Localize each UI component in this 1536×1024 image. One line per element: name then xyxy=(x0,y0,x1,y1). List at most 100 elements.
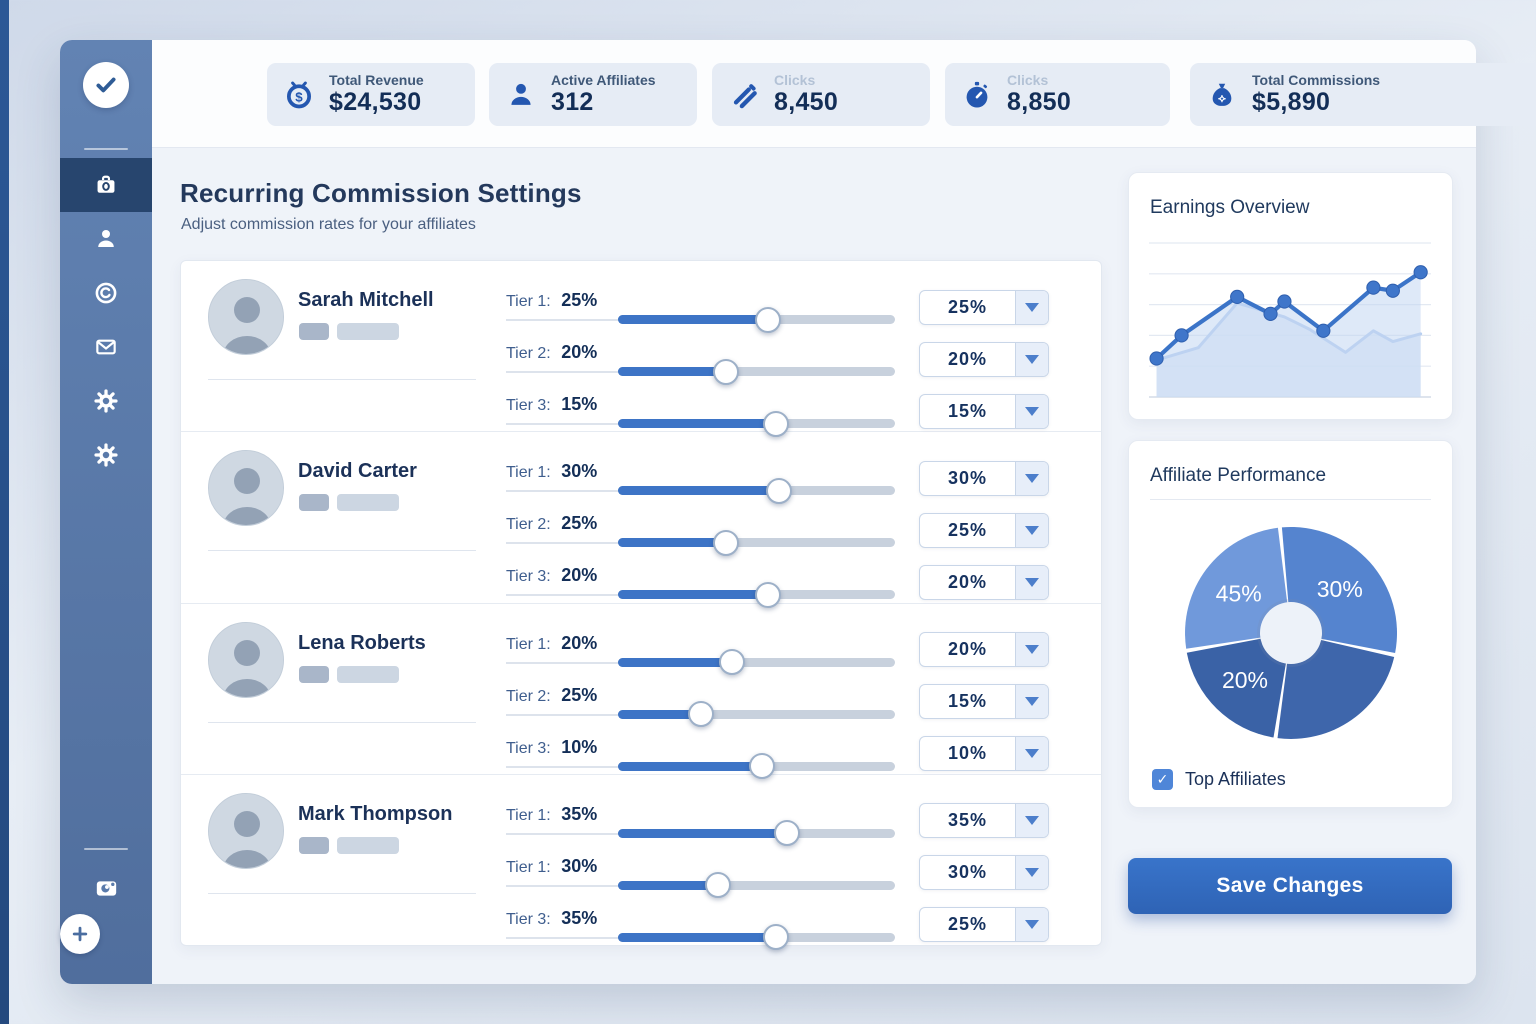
tier-slider[interactable] xyxy=(618,529,895,556)
dropdown-arrow-button[interactable] xyxy=(1015,290,1048,324)
tier-row: Tier 1: 30% xyxy=(506,452,1075,504)
tier-value: 20% xyxy=(561,565,598,586)
tier-rate-dropdown[interactable]: 30% xyxy=(919,460,1049,496)
slider-thumb[interactable] xyxy=(718,649,745,675)
chevron-down-icon xyxy=(1025,697,1039,706)
slider-thumb[interactable] xyxy=(704,872,731,899)
card-divider xyxy=(1150,499,1431,500)
tier-rate-dropdown[interactable]: 20% xyxy=(919,341,1049,377)
sidebar-item-3[interactable] xyxy=(60,320,152,374)
dropdown-arrow-button[interactable] xyxy=(1015,342,1048,376)
dropdown-arrow-button[interactable] xyxy=(1015,908,1048,942)
slider-thumb[interactable] xyxy=(713,358,740,385)
tier-underline xyxy=(506,713,624,716)
tier-rate-dropdown[interactable]: 20% xyxy=(919,632,1049,667)
tier-slider[interactable] xyxy=(618,701,895,727)
chevron-down-icon xyxy=(1025,302,1039,312)
tier-label: Tier 1: xyxy=(506,858,551,876)
slider-thumb[interactable] xyxy=(749,753,776,779)
slider-thumb[interactable] xyxy=(688,701,715,727)
sidebar-item-2[interactable] xyxy=(60,266,152,320)
sidebar-divider xyxy=(84,148,128,150)
tier-slider[interactable] xyxy=(618,306,895,333)
dropdown-arrow-button[interactable] xyxy=(1015,633,1048,666)
dropdown-arrow-button[interactable] xyxy=(1015,513,1048,547)
dropdown-arrow-button[interactable] xyxy=(1015,856,1048,890)
dropdown-arrow-button[interactable] xyxy=(1015,461,1048,495)
slider-thumb[interactable] xyxy=(754,581,781,608)
dropdown-arrow-button[interactable] xyxy=(1015,804,1048,838)
placeholder-chip xyxy=(337,665,399,683)
sidebar-item-4[interactable] xyxy=(60,374,152,428)
sidebar-item-5[interactable] xyxy=(60,428,152,482)
tier-underline xyxy=(506,832,624,835)
slider-fill xyxy=(618,315,768,324)
tier-value: 10% xyxy=(561,736,598,757)
affiliate-name: David Carter xyxy=(298,460,417,483)
tier-rate-dropdown[interactable]: 35% xyxy=(919,803,1049,839)
slider-thumb[interactable] xyxy=(773,820,800,847)
slider-thumb[interactable] xyxy=(713,529,740,556)
sidebar-item-1[interactable] xyxy=(60,212,152,266)
tier-row: Tier 1: 25% xyxy=(506,281,1075,333)
slider-track[interactable] xyxy=(618,709,895,719)
tier-label: Tier 3: xyxy=(506,397,551,414)
tier-underline xyxy=(506,542,624,545)
sidebar-add-button[interactable] xyxy=(60,914,100,954)
avatar xyxy=(208,621,284,698)
tier-label: Tier 3: xyxy=(506,568,551,586)
tier-row: Tier 3: 10% xyxy=(506,728,1075,780)
check-circle-icon[interactable] xyxy=(83,62,129,108)
slider-track[interactable] xyxy=(618,538,895,548)
chevron-down-icon xyxy=(1025,473,1039,483)
tier-slider[interactable] xyxy=(618,581,895,608)
tier-rate-dropdown[interactable]: 15% xyxy=(919,393,1049,429)
placeholder-chip xyxy=(337,836,399,854)
slider-fill xyxy=(618,367,727,376)
briefcase-icon xyxy=(93,172,119,198)
slider-track[interactable] xyxy=(618,657,895,667)
slider-track[interactable] xyxy=(618,367,895,376)
chevron-down-icon xyxy=(1025,645,1039,654)
dropdown-arrow-button[interactable] xyxy=(1015,565,1048,599)
tier-slider[interactable] xyxy=(618,410,895,437)
slider-thumb[interactable] xyxy=(765,477,792,504)
affiliate-meta-placeholders xyxy=(299,323,399,340)
tier-slider[interactable] xyxy=(618,753,895,779)
top-affiliates-checkbox[interactable]: ✓ xyxy=(1152,769,1173,790)
tier-value: 35% xyxy=(561,803,598,824)
dropdown-arrow-button[interactable] xyxy=(1015,737,1048,770)
tier-rate-dropdown[interactable]: 10% xyxy=(919,736,1049,771)
tier-row: Tier 3: 20% xyxy=(506,556,1075,608)
slider-track[interactable] xyxy=(618,880,895,890)
tier-slider[interactable] xyxy=(618,820,895,847)
tier-rate-dropdown[interactable]: 25% xyxy=(919,512,1049,548)
slider-thumb[interactable] xyxy=(754,306,781,333)
slider-thumb[interactable] xyxy=(762,924,789,951)
tier-rate-dropdown[interactable]: 15% xyxy=(919,684,1049,719)
save-changes-button[interactable]: Save Changes xyxy=(1128,858,1452,914)
tier-slider[interactable] xyxy=(618,649,895,675)
dropdown-arrow-button[interactable] xyxy=(1015,394,1048,428)
slider-fill xyxy=(618,419,776,428)
tier-slider[interactable] xyxy=(618,872,895,899)
tier-slider[interactable] xyxy=(618,358,895,385)
page-title: Recurring Commission Settings xyxy=(180,178,582,208)
tier-rate-dropdown[interactable]: 30% xyxy=(919,855,1049,891)
tier-value: 15% xyxy=(561,394,598,414)
sidebar-footer-item-0[interactable] xyxy=(60,860,152,914)
tier-rate-dropdown[interactable]: 25% xyxy=(919,907,1049,943)
page-subtitle: Adjust commission rates for your affilia… xyxy=(181,216,476,233)
tier-rate-dropdown[interactable]: 20% xyxy=(919,564,1049,600)
tier-slider[interactable] xyxy=(618,477,895,504)
tier-slider[interactable] xyxy=(618,924,895,951)
sidebar-item-0[interactable] xyxy=(60,158,152,212)
affiliate-row: Mark Thompson Tier 1: 35% Ti xyxy=(181,775,1101,951)
row-left-divider xyxy=(208,379,476,380)
tier-underline xyxy=(506,594,624,597)
dropdown-arrow-button[interactable] xyxy=(1015,685,1048,718)
stopwatch-icon xyxy=(961,79,993,111)
tier-rate-dropdown[interactable]: 25% xyxy=(919,289,1049,325)
slider-thumb[interactable] xyxy=(762,410,789,437)
stats-bar: $ Total Revenue $24,530 Active Affiliate… xyxy=(152,40,1536,148)
